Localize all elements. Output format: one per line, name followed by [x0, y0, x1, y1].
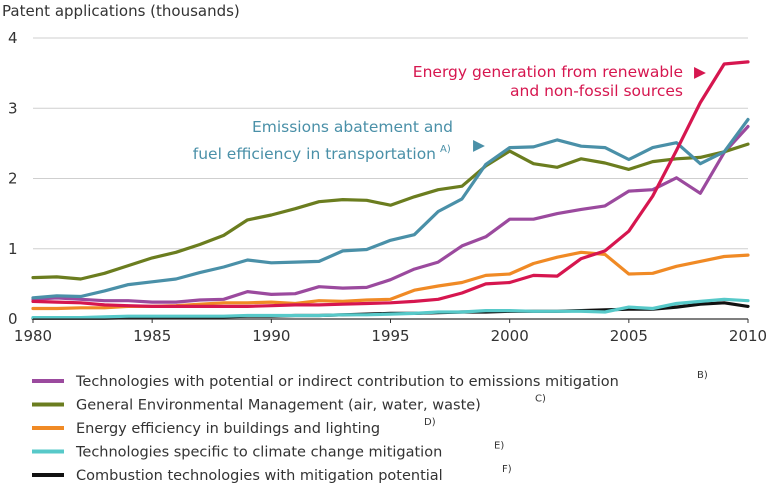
y-tick-label: 4	[8, 29, 18, 47]
y-tick-label: 2	[8, 170, 18, 188]
y-axis-title: Patent applications (thousands)	[2, 2, 240, 20]
annotation-transport-arrow-icon: ▶	[473, 136, 485, 154]
legend: Technologies with potential or indirect …	[32, 370, 708, 484]
annotation-transport-line-1: Emissions abatement and	[252, 118, 453, 136]
grid-layer	[33, 37, 748, 250]
annotation-transport-line-2: fuel efficiency in transportation	[193, 145, 436, 163]
annotation-renewable-arrow-icon: ▶	[694, 63, 706, 81]
x-tick-label: 2005	[610, 327, 648, 345]
legend-label: General Environmental Management (air, w…	[76, 398, 481, 414]
legend-footnote: B)	[697, 370, 708, 381]
series-line-transport	[31, 117, 750, 300]
legend-label: Energy efficiency in buildings and light…	[76, 421, 380, 437]
annotation-renewable-line-2: and non-fossil sources	[510, 82, 683, 100]
y-tick-label: 1	[8, 240, 18, 258]
series-line-renewable	[31, 60, 750, 308]
series-line-potential	[31, 124, 750, 304]
legend-footnote: E)	[494, 441, 504, 452]
x-tick-label: 1980	[14, 327, 52, 345]
x-tick-label: 2010	[729, 327, 767, 345]
series-line-general	[31, 142, 750, 281]
x-tick-label: 1990	[252, 327, 290, 345]
legend-label: Technologies specific to climate change …	[75, 445, 442, 461]
annotation-renewable-line-1: Energy generation from renewable	[413, 63, 683, 81]
x-tick-label: 1985	[133, 327, 171, 345]
series-line-climate	[31, 297, 750, 320]
x-tick-label: 1995	[371, 327, 409, 345]
legend-footnote: C)	[535, 394, 546, 405]
y-tick-label: 0	[8, 310, 18, 328]
annotation-transport-footnote: A)	[440, 144, 451, 155]
y-tick-label: 3	[8, 99, 18, 117]
tick-layer: 0 1 2 3 4 1980 1985 1990 1995 2000 2005 2010	[8, 29, 767, 345]
legend-label: Technologies with potential or indirect …	[75, 374, 619, 390]
legend-label: Combustion technologies with mitigation …	[76, 468, 443, 484]
legend-footnote: D)	[424, 417, 436, 428]
x-tick-label: 2000	[491, 327, 529, 345]
series-layer	[31, 60, 750, 320]
legend-footnote: F)	[502, 464, 512, 475]
